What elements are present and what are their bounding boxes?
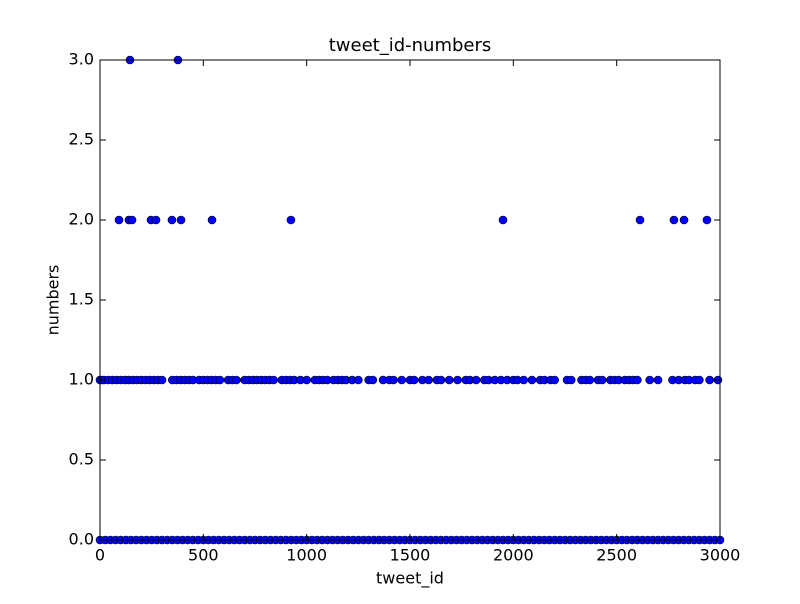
point	[471, 375, 481, 385]
x-tick-label: 1500	[390, 546, 431, 565]
chart-title: tweet_id-numbers	[329, 35, 492, 56]
point	[269, 375, 278, 385]
point	[695, 375, 704, 385]
point	[702, 215, 712, 225]
point	[176, 215, 186, 225]
point	[566, 375, 576, 385]
point	[207, 215, 217, 225]
point	[286, 215, 296, 225]
point	[527, 375, 537, 385]
point	[550, 375, 559, 385]
point	[215, 375, 225, 385]
point	[389, 375, 398, 385]
point	[302, 375, 311, 385]
x-tick-label: 2000	[493, 546, 534, 565]
point	[597, 375, 607, 385]
point	[653, 375, 663, 385]
point	[424, 375, 433, 385]
y-tick-label: 2.5	[69, 130, 94, 149]
point	[436, 375, 446, 385]
point	[232, 375, 241, 385]
point	[127, 215, 137, 225]
point	[409, 375, 419, 385]
y-tick-label: 1.5	[69, 290, 94, 309]
point	[635, 215, 645, 225]
x-tick-label: 3000	[700, 546, 741, 565]
point	[498, 215, 508, 225]
y-tick-label: 2.0	[69, 210, 94, 229]
point	[645, 375, 655, 385]
y-axis-label: numbers	[44, 265, 63, 336]
point	[114, 215, 124, 225]
point	[444, 375, 454, 385]
point	[354, 375, 363, 385]
x-axis-label: tweet_id	[376, 569, 444, 589]
point	[679, 215, 689, 225]
x-tick-label: 2500	[596, 546, 637, 565]
y-tick-label: 3.0	[69, 50, 94, 69]
point	[157, 375, 167, 385]
point	[633, 375, 642, 385]
x-tick-label: 1000	[286, 546, 327, 565]
x-tick-label: 0	[95, 546, 105, 565]
point	[368, 375, 378, 385]
point	[519, 375, 528, 385]
y-tick-label: 0.0	[69, 530, 94, 549]
y-tick-label: 1.0	[69, 370, 94, 389]
x-tick-label: 500	[188, 546, 219, 565]
point	[585, 375, 595, 385]
point	[167, 215, 177, 225]
point	[705, 375, 714, 385]
y-tick-label: 0.5	[69, 450, 94, 469]
point	[453, 375, 462, 385]
point	[151, 215, 161, 225]
point	[669, 215, 679, 225]
point	[397, 375, 407, 385]
